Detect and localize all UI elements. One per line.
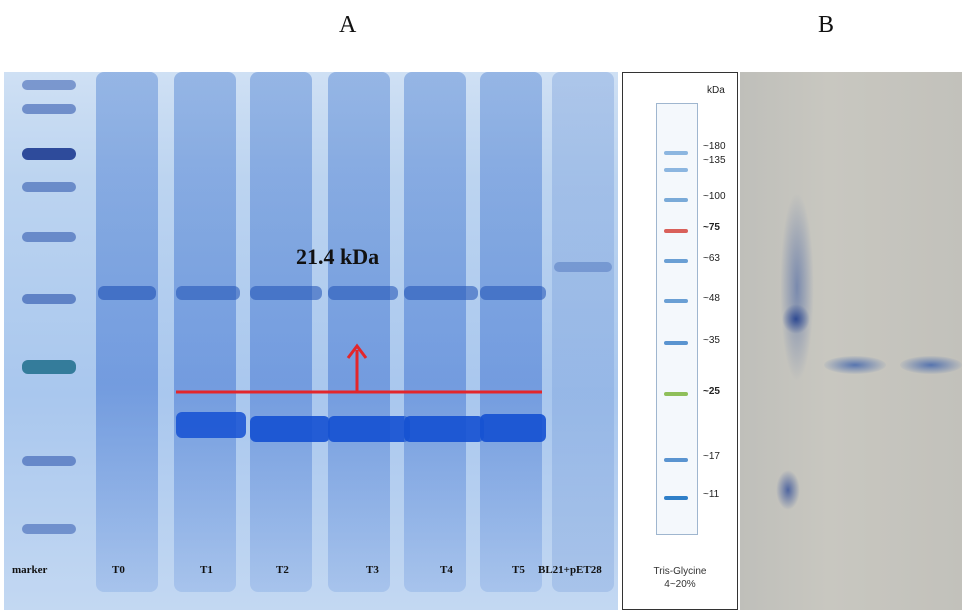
ladder-mark-135: ~135 xyxy=(703,155,726,166)
ladder-mark-48: ~48 xyxy=(703,293,720,304)
ladder-band xyxy=(664,168,688,172)
lane-label-t4: T4 xyxy=(440,564,453,576)
blot-band-1 xyxy=(824,356,886,374)
ladder-mark-25: ~25 xyxy=(703,386,720,397)
ladder-band xyxy=(664,151,688,155)
gel-lane-t3 xyxy=(328,72,410,592)
gel-lane-t0 xyxy=(96,72,158,592)
lane-label-bl21-pet28: BL21+pET28 xyxy=(538,564,602,576)
ladder-band xyxy=(664,392,688,396)
gel-lane-t2 xyxy=(250,72,330,592)
ladder-mark-75: ~75 xyxy=(703,222,720,233)
ladder-band xyxy=(664,496,688,500)
ladder-caption: Tris-Glycine 4~20% xyxy=(653,566,707,590)
gel-lane-bl21-pet28 xyxy=(552,72,614,592)
blot-marker-spot xyxy=(776,470,800,510)
lane-label-t5: T5 xyxy=(512,564,525,576)
ladder-unit-label: kDa xyxy=(707,85,725,96)
gel-lane-t4 xyxy=(404,72,484,592)
gel-lane-marker xyxy=(18,72,80,592)
ladder-mark-17: ~17 xyxy=(703,451,720,462)
lane-label-t0: T0 xyxy=(112,564,125,576)
ladder-band xyxy=(664,341,688,345)
gel-lane-t5 xyxy=(480,72,546,592)
ladder-mark-180: ~180 xyxy=(703,141,726,152)
ladder-mark-35: ~35 xyxy=(703,335,720,346)
lane-label-marker: marker xyxy=(12,564,48,576)
blot-marker-smear xyxy=(780,192,814,382)
lane-label-t1: T1 xyxy=(200,564,213,576)
sds-page-gel-image: marker T0 T1 T2 T3 T4 T5 BL21+pET28 xyxy=(4,72,618,610)
lane-label-t2: T2 xyxy=(276,564,289,576)
ladder-strip xyxy=(656,103,698,535)
ladder-band xyxy=(664,198,688,202)
panel-b-label: B xyxy=(818,12,835,38)
ladder-mark-100: ~100 xyxy=(703,191,726,202)
western-blot-image xyxy=(740,72,962,610)
lane-label-t3: T3 xyxy=(366,564,379,576)
ladder-mark-11: ~11 xyxy=(703,489,720,500)
blot-marker-spot xyxy=(782,304,810,334)
ladder-mark-63: ~63 xyxy=(703,253,720,264)
panel-a-label: A xyxy=(339,12,357,38)
ladder-band xyxy=(664,229,688,233)
ladder-band xyxy=(664,458,688,462)
gel-lane-t1 xyxy=(174,72,246,592)
protein-ladder-panel: kDa ~180 ~135 ~100 ~75 ~63 ~48 ~35 ~25 ~… xyxy=(622,72,738,610)
blot-band-2 xyxy=(900,356,962,374)
ladder-band xyxy=(664,299,688,303)
ladder-band xyxy=(664,259,688,263)
molecular-weight-label: 21.4 kDa xyxy=(296,244,380,269)
